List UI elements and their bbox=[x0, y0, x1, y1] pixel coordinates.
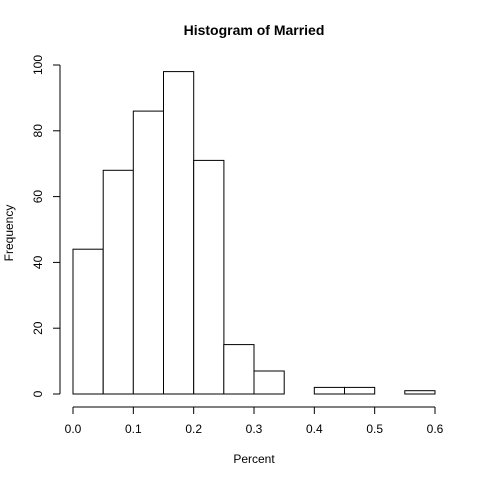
y-tick-label: 100 bbox=[31, 55, 45, 75]
y-tick-label: 60 bbox=[31, 190, 45, 204]
histogram-bar bbox=[223, 344, 255, 395]
x-tick-label: 0.4 bbox=[306, 422, 323, 436]
bars-group bbox=[72, 71, 436, 395]
histogram-bar bbox=[344, 386, 376, 395]
y-axis: 0 20 40 60 80 100 bbox=[31, 55, 61, 397]
y-tick-label: 40 bbox=[31, 255, 45, 269]
x-tick-label: 0.3 bbox=[246, 422, 263, 436]
histogram-bar bbox=[313, 386, 345, 395]
y-tick-label: 20 bbox=[31, 321, 45, 335]
chart-title: Histogram of Married bbox=[184, 22, 325, 38]
x-tick-label: 0.5 bbox=[366, 422, 383, 436]
histogram-bar bbox=[102, 169, 134, 395]
histogram-bar bbox=[253, 370, 285, 395]
histogram-bar bbox=[193, 159, 225, 395]
histogram-bar bbox=[72, 248, 104, 395]
x-tick-label: 0.6 bbox=[427, 422, 444, 436]
x-tick-label: 0.2 bbox=[185, 422, 202, 436]
x-axis-label: Percent bbox=[233, 452, 275, 466]
histogram-bar bbox=[404, 390, 436, 395]
x-tick-label: 0.0 bbox=[65, 422, 82, 436]
histogram-bar bbox=[132, 110, 165, 395]
y-tick-label: 0 bbox=[31, 390, 45, 397]
histogram-bar bbox=[163, 71, 195, 395]
x-tick-label: 0.1 bbox=[125, 422, 142, 436]
y-tick-label: 80 bbox=[31, 124, 45, 138]
y-axis-label: Frequency bbox=[2, 205, 16, 262]
x-axis: 0.0 0.1 0.2 0.3 0.4 0.5 0.6 bbox=[65, 406, 444, 436]
